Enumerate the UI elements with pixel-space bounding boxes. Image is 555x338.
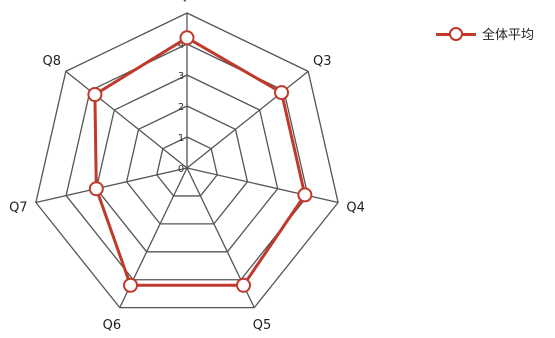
axis-label-q1: Q1 xyxy=(178,0,197,4)
grid-ring xyxy=(65,43,309,281)
axis-label-q4: Q4 xyxy=(346,200,365,215)
axis-label-q3: Q3 xyxy=(313,54,332,69)
tick-label: 3 xyxy=(178,71,184,82)
tick-label: 4 xyxy=(178,40,184,51)
data-point-q5 xyxy=(235,277,251,293)
grid-spoke xyxy=(35,167,188,204)
tick-labels: 0 1 2 3 4 xyxy=(178,40,184,175)
legend-swatch xyxy=(436,26,476,42)
legend: 全体平均 xyxy=(436,24,534,43)
legend-marker xyxy=(449,26,463,41)
axis-label-q8: Q8 xyxy=(42,54,61,69)
series-line xyxy=(93,36,307,287)
data-point-q1 xyxy=(179,30,195,46)
grid-ring xyxy=(125,105,249,225)
axis-labels: Q1 Q3 Q4 Q5 Q6 Q7 Q8 xyxy=(9,0,365,333)
tick-label: 0 xyxy=(178,164,184,175)
grid-ring xyxy=(35,12,339,309)
data-point-q7 xyxy=(88,181,104,197)
axis-label-q5: Q5 xyxy=(253,318,272,333)
data-point-q6 xyxy=(123,277,139,293)
tick-label: 2 xyxy=(178,102,184,113)
axis-label-q7: Q7 xyxy=(9,200,28,215)
legend-label: 全体平均 xyxy=(482,28,535,43)
series-layer xyxy=(87,30,313,293)
data-point-q8 xyxy=(87,87,103,103)
grid-spoke xyxy=(186,70,309,169)
axis-label-q6: Q6 xyxy=(103,318,122,333)
tick-label: 1 xyxy=(178,133,184,144)
grid-spoke xyxy=(186,167,339,204)
data-point-q3 xyxy=(274,85,290,101)
radar-grid xyxy=(35,12,339,309)
grid-spoke xyxy=(65,70,188,169)
grid-ring xyxy=(95,74,279,253)
grid-ring xyxy=(156,136,218,197)
data-point-q4 xyxy=(297,187,313,203)
